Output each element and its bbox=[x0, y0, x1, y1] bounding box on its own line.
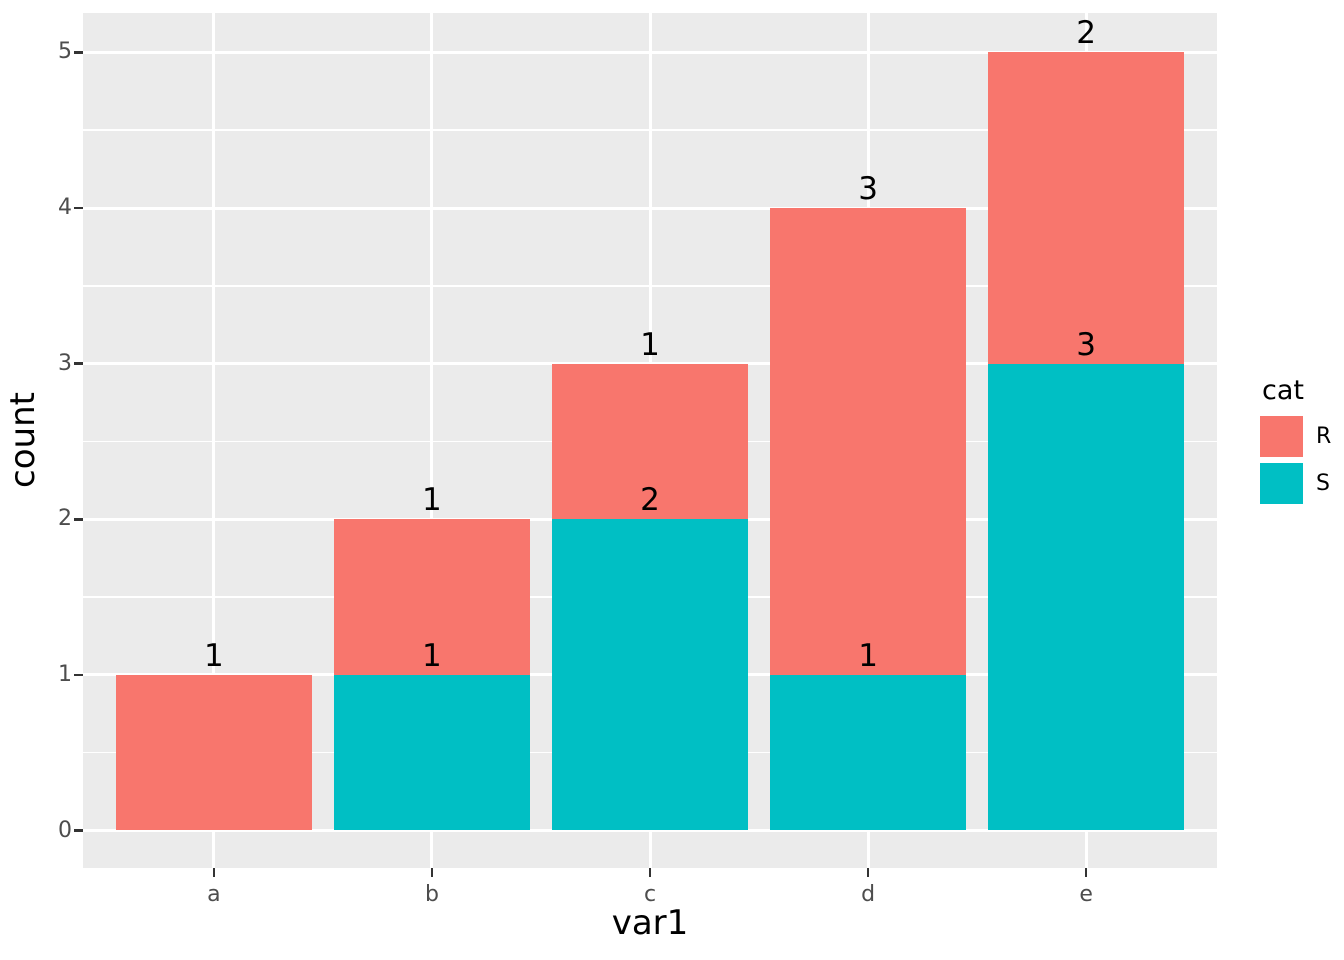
x-axis-tick bbox=[866, 868, 870, 877]
x-axis-tick bbox=[430, 868, 434, 877]
legend-entry-S: S bbox=[1260, 463, 1344, 504]
legend-title: cat bbox=[1262, 375, 1304, 406]
x-axis-tick bbox=[648, 868, 652, 877]
x-axis-tick bbox=[212, 868, 216, 877]
legend-entry-label: R bbox=[1316, 424, 1332, 449]
y-axis-tick bbox=[74, 51, 83, 54]
y-axis-tick bbox=[74, 362, 83, 365]
y-axis-tick bbox=[74, 206, 83, 210]
y-axis-tick-label: 0 bbox=[58, 817, 72, 843]
legend-entry-R: R bbox=[1260, 416, 1344, 457]
y-axis-tick-label: 5 bbox=[58, 39, 72, 65]
plot-panel bbox=[83, 13, 1217, 868]
legend-swatch-S bbox=[1260, 463, 1303, 504]
x-axis-title: var1 bbox=[611, 903, 689, 943]
y-axis-tick-label: 1 bbox=[58, 661, 72, 687]
y-axis-tick-label: 4 bbox=[58, 195, 72, 221]
legend-entry-label: S bbox=[1316, 471, 1330, 496]
y-axis-title: count bbox=[3, 392, 43, 488]
legend-swatch-R bbox=[1260, 416, 1303, 457]
x-axis-tick bbox=[1084, 868, 1088, 877]
y-axis-tick bbox=[74, 518, 83, 521]
y-axis-tick bbox=[74, 673, 83, 677]
y-axis-tick bbox=[74, 829, 83, 832]
